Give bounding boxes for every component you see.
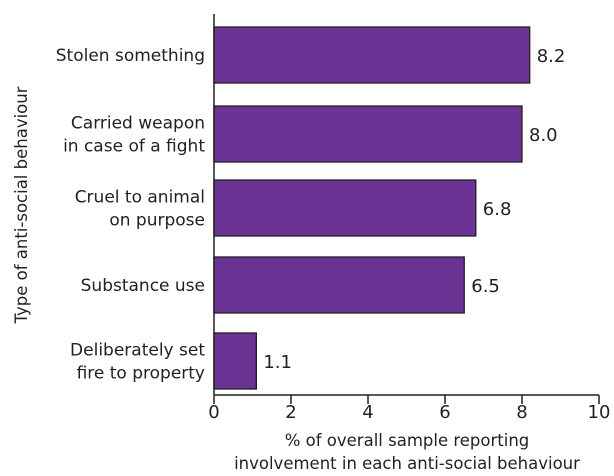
- category-label-5-line-2: fire to property: [77, 364, 205, 384]
- x-tick-label-4: 4: [362, 402, 373, 423]
- bar-5: [213, 332, 257, 390]
- axes: 0 2 4 6 8 10: [208, 14, 610, 423]
- x-axis-title-line-1: % of overall sample reporting: [285, 431, 530, 450]
- x-tick-label-2: 2: [285, 402, 296, 423]
- bar-1: [213, 26, 531, 84]
- bar-2: [213, 105, 523, 163]
- category-label-4-line-1: Substance use: [81, 276, 205, 296]
- x-axis-title-line-2: involvement in each anti-social behaviou…: [234, 454, 580, 473]
- category-label-3-line-2: on purpose: [109, 211, 205, 231]
- x-tick-label-0: 0: [208, 402, 219, 423]
- value-label-4: 6.5: [471, 276, 500, 297]
- category-label-3-line-1: Cruel to animal: [75, 188, 205, 208]
- category-label-2-line-1: Carried weapon: [71, 114, 205, 134]
- value-label-1: 8.2: [537, 46, 566, 67]
- category-labels: Stolen something Carried weapon in case of…: [56, 46, 206, 384]
- value-label-3: 6.8: [483, 199, 512, 220]
- x-tick-label-10: 10: [588, 402, 611, 423]
- value-label-5: 1.1: [263, 352, 292, 373]
- category-label-5-line-1: Deliberately set: [70, 341, 205, 361]
- bar-4: [213, 256, 465, 314]
- bar-3: [213, 179, 477, 237]
- x-tick-label-8: 8: [516, 402, 527, 423]
- y-axis-title: Type of anti-social behaviour: [12, 86, 31, 324]
- x-tick-label-6: 6: [439, 402, 450, 423]
- value-label-2: 8.0: [529, 125, 558, 146]
- category-label-1-line-1: Stolen something: [56, 46, 205, 66]
- bars: 8.2 8.0 6.8 6.5 1.1: [213, 26, 566, 390]
- category-label-2-line-2: in case of a fight: [63, 137, 205, 157]
